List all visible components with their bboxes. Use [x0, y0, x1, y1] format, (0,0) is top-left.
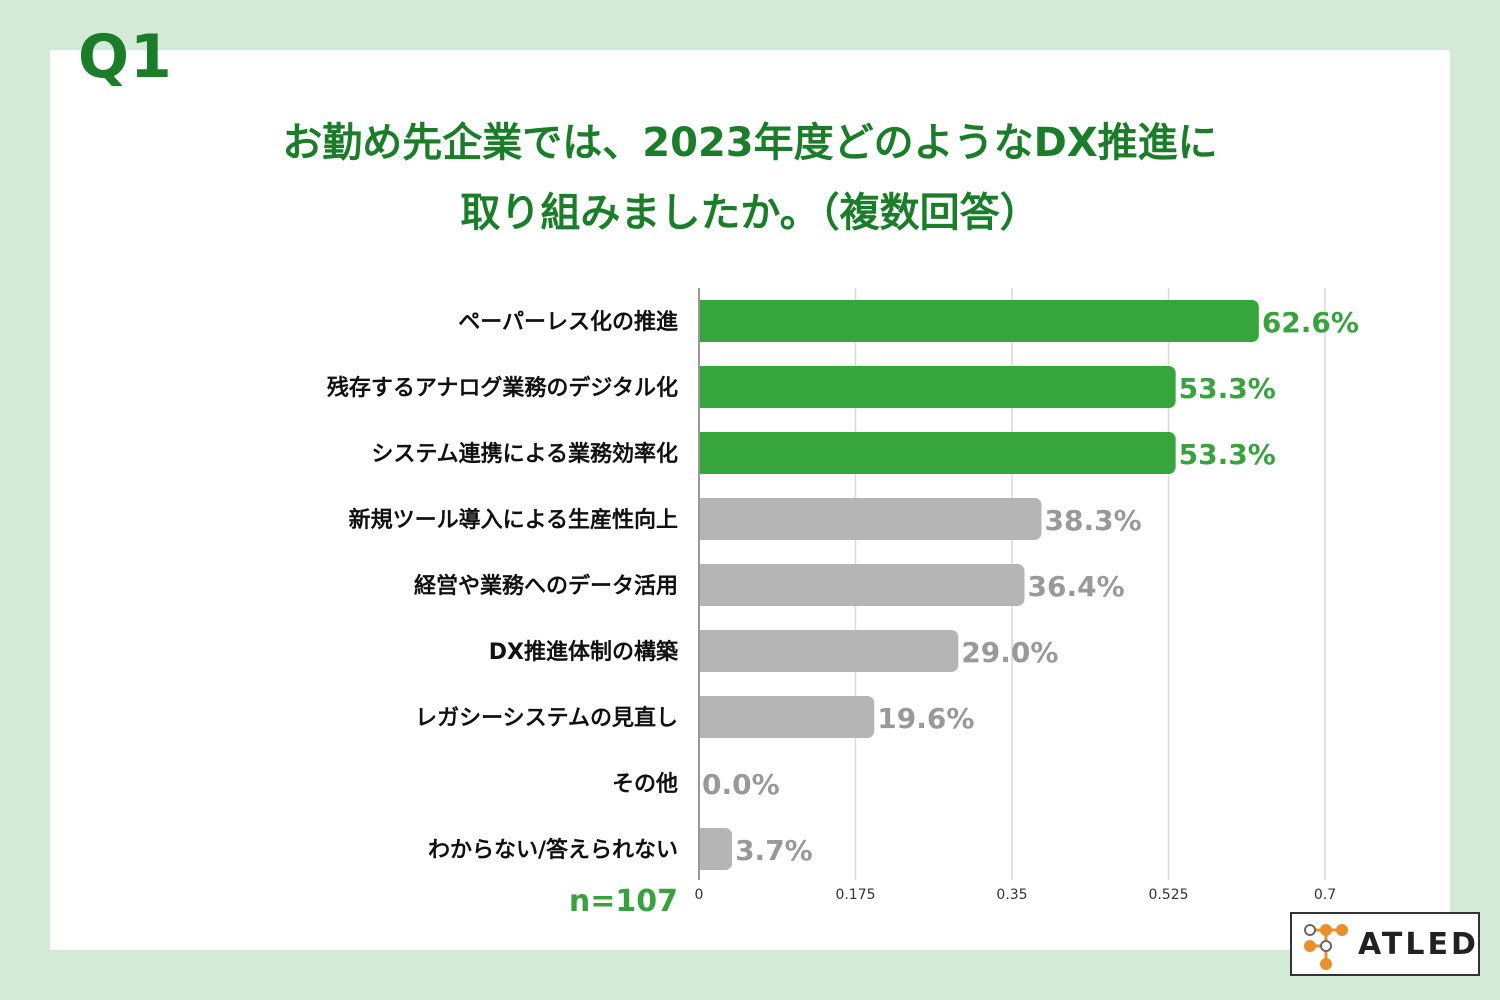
- value-label: 53.3%: [1179, 372, 1276, 405]
- title-line-1: お勤め先企業では、2023年度どのようなDX推進に: [282, 120, 1218, 166]
- value-label: 53.3%: [1179, 438, 1276, 471]
- category-label: 経営や業務へのデータ活用: [414, 573, 678, 599]
- bar-left-edge: [699, 366, 707, 408]
- bar: [699, 564, 1025, 606]
- category-label: その他: [612, 772, 678, 797]
- bar: [699, 432, 1176, 474]
- sample-size: n=107: [568, 884, 678, 919]
- bar-left-edge: [699, 564, 707, 606]
- bar: [699, 498, 1042, 540]
- bar-left-edge: [699, 432, 707, 474]
- bar-left-edge: [699, 300, 707, 342]
- atled-logo: ATLED: [1290, 912, 1480, 976]
- category-label: わからない/答えられない: [428, 837, 678, 863]
- chart-title: お勤め先企業では、2023年度どのようなDX推進に 取り組みましたか。（複数回答…: [150, 108, 1350, 248]
- bar: [699, 828, 733, 870]
- bar-left-edge: [699, 630, 707, 672]
- x-tick-label: 0: [695, 887, 704, 903]
- value-label: 62.6%: [1262, 306, 1359, 339]
- category-label: レガシーシステムの見直し: [415, 705, 678, 731]
- category-label: 残存するアナログ業務のデジタル化: [327, 375, 678, 401]
- bar: [699, 300, 1259, 342]
- x-tick-label: 0.525: [1148, 887, 1188, 903]
- category-label: 新規ツール導入による生産性向上: [349, 507, 678, 533]
- title-line-2: 取り組みましたか。（複数回答）: [460, 190, 1040, 236]
- category-label: DX推進体制の構築: [489, 639, 679, 665]
- value-label: 0.0%: [702, 768, 780, 801]
- network-nodes-icon: [1304, 924, 1348, 970]
- category-label: システム連携による業務効率化: [371, 441, 678, 467]
- value-label: 29.0%: [961, 636, 1058, 669]
- logo-text: ATLED: [1358, 927, 1479, 962]
- bar: [699, 366, 1176, 408]
- x-tick-label: 0.7: [1314, 887, 1336, 903]
- value-label: 19.6%: [877, 702, 974, 735]
- category-label: ペーパーレス化の推進: [458, 309, 678, 335]
- bar-left-edge: [699, 696, 707, 738]
- x-tick-label: 0.175: [835, 887, 875, 903]
- bar-left-edge: [699, 498, 707, 540]
- bar-left-edge: [699, 828, 707, 870]
- question-label: Q1: [78, 22, 173, 92]
- bar: [699, 630, 959, 672]
- value-label: 3.7%: [735, 834, 813, 867]
- bar: [699, 696, 875, 738]
- value-label: 36.4%: [1028, 570, 1125, 603]
- value-label: 38.3%: [1045, 504, 1142, 537]
- x-tick-label: 0.35: [996, 887, 1027, 903]
